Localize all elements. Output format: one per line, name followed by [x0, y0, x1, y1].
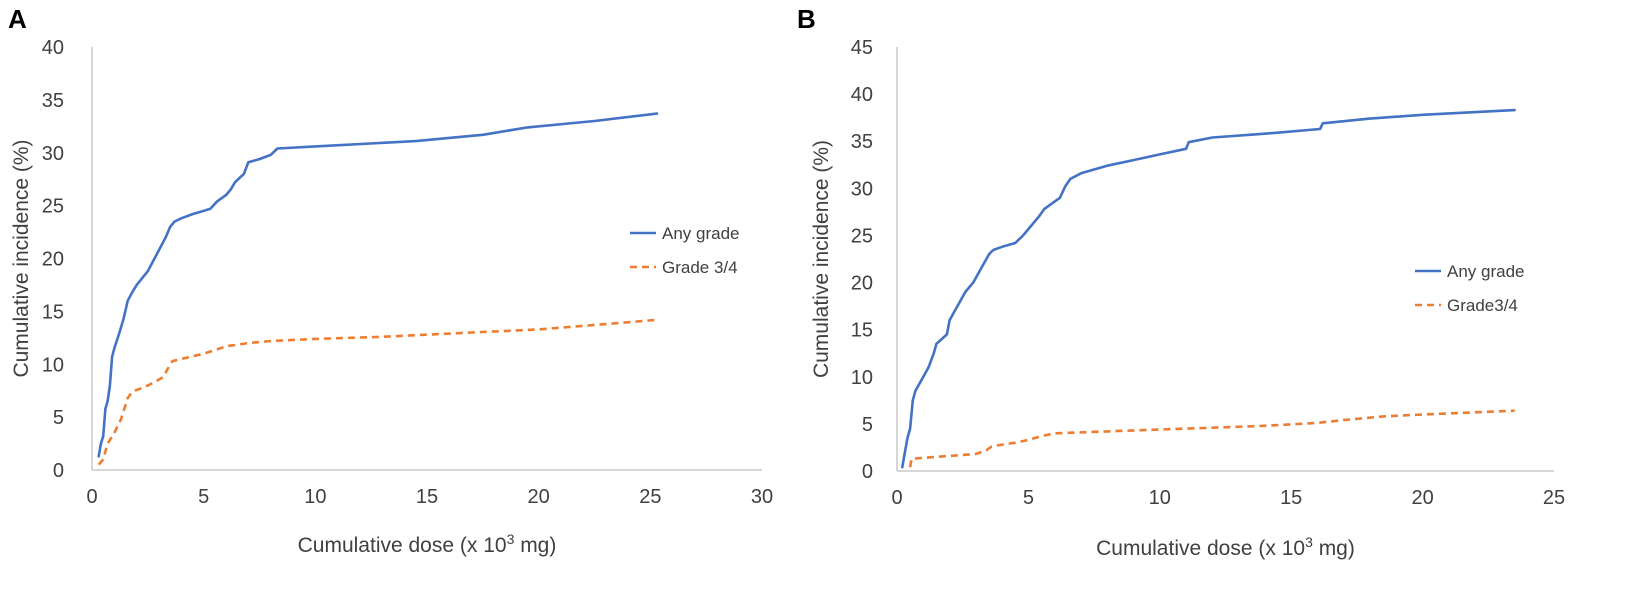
- x-axis-title: Cumulative dose (x 103 mg): [1096, 534, 1355, 560]
- y-tick-label: 35: [851, 131, 873, 153]
- chart-panel-b: B 0 5 10 15 20 25 30 35 40 45 0 5 10 15 20 25 Cumulative …: [797, 4, 1565, 560]
- x-tick-label: 25: [639, 486, 661, 508]
- y-tick-label: 40: [42, 37, 64, 59]
- y-tick-label: 15: [851, 320, 873, 342]
- y-tick-label: 25: [851, 225, 873, 247]
- legend-label: Grade 3/4: [662, 258, 738, 277]
- y-tick-label: 10: [42, 354, 64, 376]
- y-tick-label: 0: [53, 460, 64, 482]
- y-tick-label: 10: [851, 367, 873, 389]
- x-tick-label: 25: [1543, 487, 1565, 509]
- y-tick-label: 5: [53, 407, 64, 429]
- series-line-grade-3-4: [97, 318, 658, 466]
- y-tick-label: 30: [851, 178, 873, 200]
- legend-label: Grade3/4: [1447, 296, 1518, 315]
- y-tick-label: 20: [851, 273, 873, 295]
- x-tick-label: 20: [528, 486, 550, 508]
- y-tick-label: 25: [42, 196, 64, 218]
- y-tick-label: 40: [851, 84, 873, 106]
- x-tick-label: 30: [751, 486, 773, 508]
- y-tick-label: 35: [42, 90, 64, 112]
- x-tick-label: 0: [86, 486, 97, 508]
- y-tick-label: 45: [851, 37, 873, 59]
- y-tick-label: 0: [862, 461, 873, 483]
- y-tick-label: 5: [862, 414, 873, 436]
- legend-label: Any grade: [1447, 262, 1525, 281]
- series-line-grade3-4: [908, 409, 1515, 468]
- x-axis-title: Cumulative dose (x 103 mg): [298, 531, 557, 557]
- y-tick-label: 20: [42, 249, 64, 271]
- y-axis-title: Cumulative incidence (%): [810, 140, 833, 378]
- y-axis-title: Cumulative incidence (%): [10, 139, 33, 377]
- panel-label: B: [797, 4, 816, 34]
- x-tick-label: 10: [1149, 487, 1171, 509]
- x-tick-label: 15: [1280, 487, 1302, 509]
- series-line-any-grade: [900, 108, 1516, 469]
- x-tick-label: 5: [198, 486, 209, 508]
- x-tick-label: 20: [1411, 487, 1433, 509]
- x-tick-label: 0: [891, 487, 902, 509]
- series-line-any-grade: [97, 112, 659, 458]
- legend-label: Any grade: [662, 224, 740, 243]
- y-tick-label: 30: [42, 143, 64, 165]
- x-tick-label: 10: [304, 486, 326, 508]
- chart-panel-a: A 0 5 10 15 20 25 30 35 40 0 5 10 15 20 25 30 Cumulative …: [8, 4, 773, 557]
- y-tick-label: 15: [42, 301, 64, 323]
- x-tick-label: 15: [416, 486, 438, 508]
- x-tick-label: 5: [1023, 487, 1034, 509]
- panel-label: A: [8, 4, 27, 34]
